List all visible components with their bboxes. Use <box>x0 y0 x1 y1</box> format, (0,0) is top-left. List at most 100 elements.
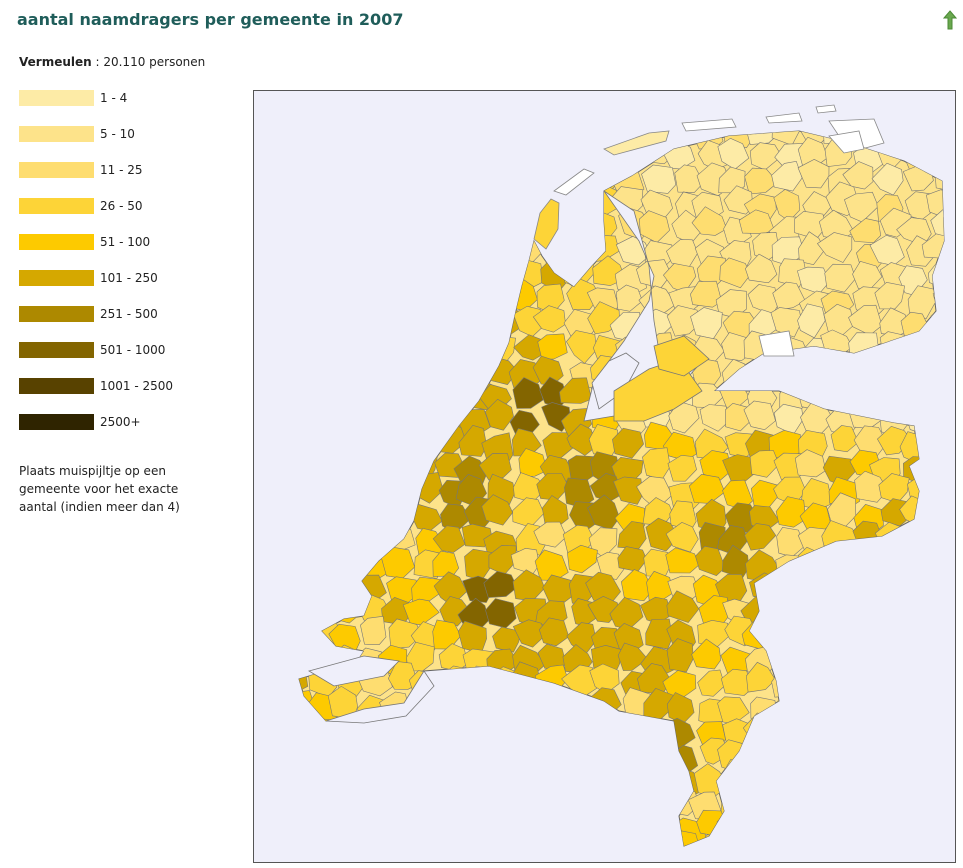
municipality[interactable] <box>327 402 358 430</box>
municipality[interactable] <box>779 736 807 770</box>
municipality[interactable] <box>457 745 493 777</box>
municipality[interactable] <box>384 812 418 843</box>
municipality[interactable] <box>282 690 316 721</box>
municipality[interactable] <box>871 551 903 586</box>
municipality[interactable] <box>909 737 937 767</box>
municipality[interactable] <box>797 303 826 339</box>
municipality[interactable] <box>509 137 546 166</box>
municipality[interactable] <box>796 842 827 863</box>
municipality[interactable] <box>282 717 314 748</box>
municipality[interactable] <box>898 644 932 677</box>
municipality[interactable] <box>329 215 357 248</box>
municipality[interactable] <box>360 615 387 646</box>
municipality[interactable] <box>460 190 494 217</box>
municipality[interactable] <box>930 789 955 817</box>
municipality[interactable] <box>902 597 935 631</box>
municipality[interactable] <box>382 497 414 528</box>
municipality[interactable] <box>638 835 672 862</box>
municipality[interactable] <box>487 235 519 268</box>
municipality[interactable] <box>404 138 438 174</box>
municipality[interactable] <box>437 709 469 745</box>
municipality[interactable] <box>301 405 333 435</box>
municipality[interactable] <box>329 718 365 750</box>
municipality[interactable] <box>481 494 514 526</box>
municipality[interactable] <box>359 286 389 318</box>
municipality[interactable] <box>509 212 539 243</box>
municipality[interactable] <box>405 114 440 140</box>
municipality[interactable] <box>855 376 885 403</box>
municipality[interactable] <box>666 305 702 337</box>
municipality[interactable] <box>430 832 461 862</box>
municipality[interactable] <box>383 786 417 812</box>
municipality[interactable] <box>299 599 333 626</box>
municipality[interactable] <box>825 618 859 645</box>
municipality[interactable] <box>905 405 938 435</box>
municipality[interactable] <box>535 763 571 791</box>
municipality[interactable] <box>720 788 755 822</box>
municipality[interactable] <box>674 164 704 193</box>
municipality[interactable] <box>921 233 955 259</box>
municipality[interactable] <box>929 405 955 435</box>
municipality[interactable] <box>928 571 955 604</box>
municipality[interactable] <box>359 518 387 551</box>
municipality[interactable] <box>563 191 595 218</box>
municipality[interactable] <box>691 206 728 236</box>
municipality[interactable] <box>481 210 513 242</box>
municipality[interactable] <box>411 378 442 408</box>
municipality[interactable] <box>843 545 879 576</box>
municipality[interactable] <box>459 761 489 791</box>
municipality[interactable] <box>285 282 316 310</box>
municipality[interactable] <box>880 383 912 416</box>
municipality[interactable] <box>510 831 544 858</box>
municipality[interactable] <box>278 399 307 435</box>
municipality[interactable] <box>482 140 514 166</box>
municipality[interactable] <box>772 281 806 311</box>
municipality[interactable] <box>407 715 442 746</box>
municipality[interactable] <box>723 185 754 215</box>
municipality[interactable] <box>927 759 955 792</box>
municipality[interactable] <box>455 314 491 342</box>
municipality[interactable] <box>901 121 933 151</box>
municipality[interactable] <box>641 759 670 789</box>
municipality[interactable] <box>619 831 647 862</box>
municipality[interactable] <box>379 421 412 455</box>
municipality[interactable] <box>617 642 649 671</box>
municipality[interactable] <box>585 714 622 743</box>
municipality[interactable] <box>559 238 593 268</box>
municipality[interactable] <box>557 136 594 166</box>
municipality[interactable] <box>850 741 889 770</box>
municipality[interactable] <box>592 817 624 846</box>
municipality[interactable] <box>932 384 955 414</box>
municipality[interactable] <box>798 810 834 836</box>
municipality[interactable] <box>852 688 883 718</box>
municipality[interactable] <box>510 760 547 791</box>
municipality[interactable] <box>797 546 829 582</box>
municipality[interactable] <box>411 357 441 387</box>
municipality[interactable] <box>765 787 800 822</box>
municipality[interactable] <box>719 257 751 289</box>
municipality[interactable] <box>517 122 547 146</box>
municipality[interactable] <box>458 424 488 457</box>
municipality[interactable] <box>875 645 907 675</box>
municipality[interactable] <box>406 809 436 843</box>
municipality[interactable] <box>431 180 466 212</box>
municipality[interactable] <box>831 547 859 577</box>
municipality[interactable] <box>437 237 465 271</box>
municipality[interactable] <box>349 137 386 163</box>
municipality[interactable] <box>538 118 570 152</box>
municipality[interactable] <box>332 352 366 383</box>
municipality[interactable] <box>617 760 648 790</box>
municipality[interactable] <box>452 206 489 236</box>
municipality[interactable] <box>818 647 850 676</box>
municipality[interactable] <box>613 736 648 768</box>
municipality[interactable] <box>901 375 932 406</box>
municipality[interactable] <box>326 158 364 190</box>
municipality[interactable] <box>796 616 828 647</box>
municipality[interactable] <box>279 256 312 289</box>
municipality[interactable] <box>330 769 366 796</box>
municipality[interactable] <box>827 737 859 768</box>
municipality[interactable] <box>561 790 597 823</box>
municipality[interactable] <box>849 218 882 244</box>
municipality[interactable] <box>305 286 340 318</box>
municipality[interactable] <box>825 596 860 624</box>
